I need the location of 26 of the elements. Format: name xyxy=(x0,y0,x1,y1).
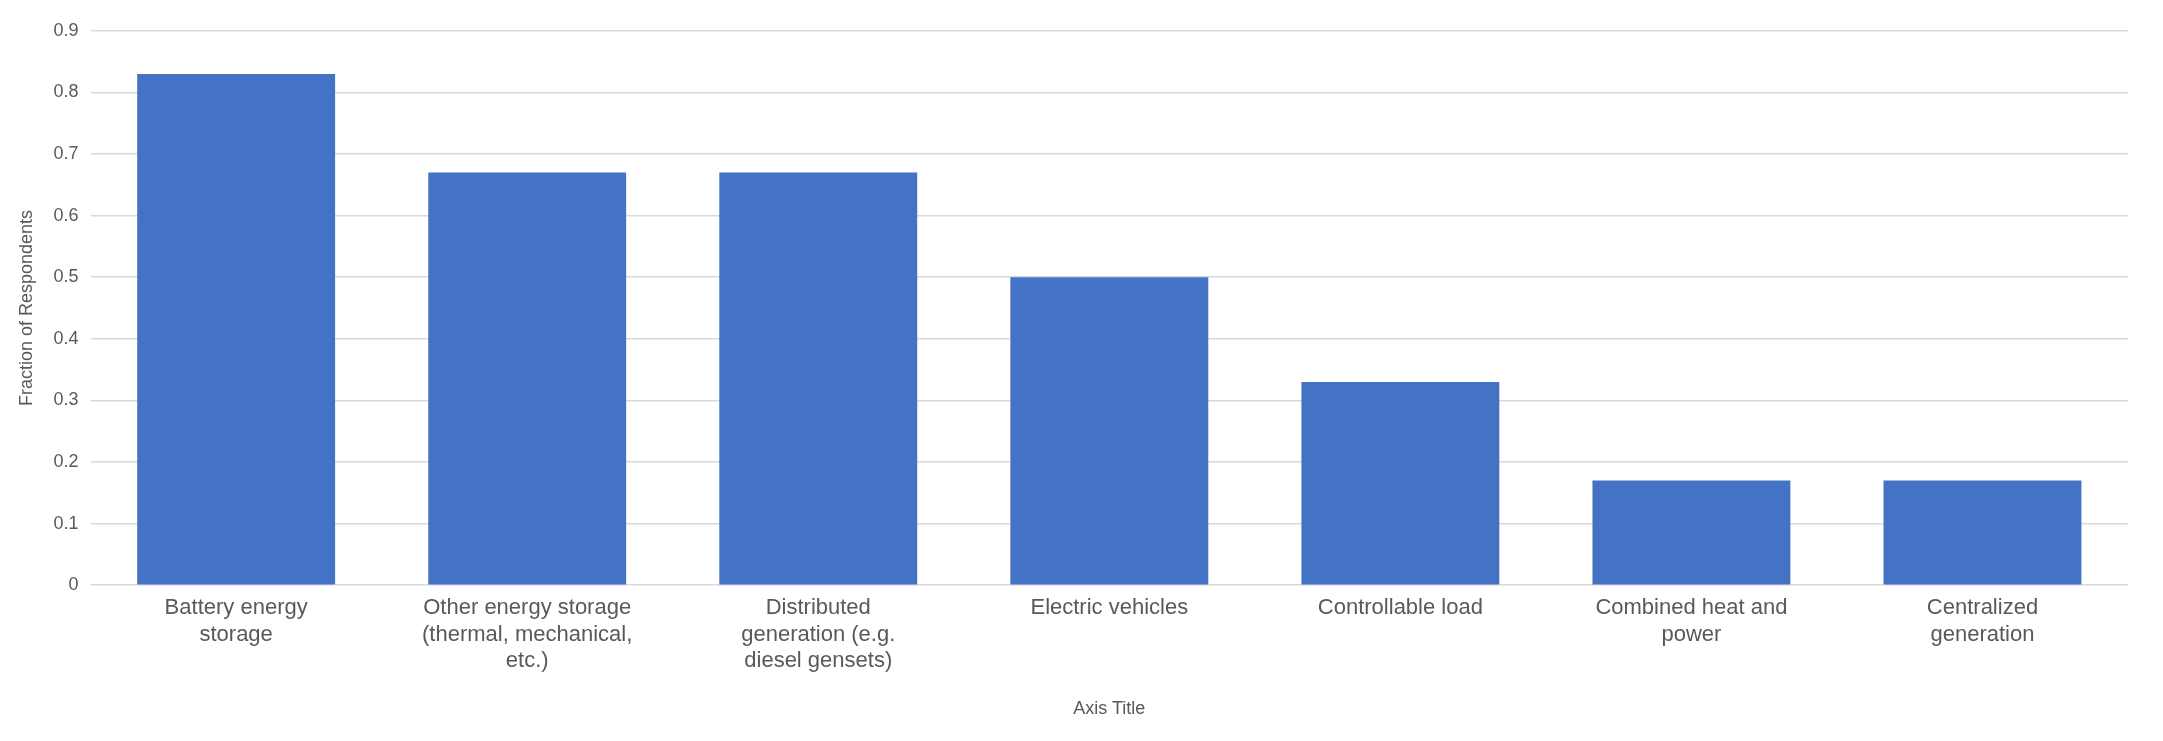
x-tick-label: Controllable load xyxy=(1317,594,1483,620)
bar xyxy=(1592,480,1791,585)
y-tick-label: 0.9 xyxy=(53,19,79,40)
x-tick-label: Electric vehicles xyxy=(1030,594,1189,620)
y-tick-label: 0.2 xyxy=(53,450,79,471)
y-tick-label: 0.8 xyxy=(53,81,79,102)
y-tick-label: 0.5 xyxy=(53,266,79,287)
y-tick-label: 0.6 xyxy=(53,204,79,225)
bar xyxy=(1883,480,2082,585)
x-tick-label: Battery energy storage xyxy=(164,594,308,646)
bar xyxy=(428,172,627,585)
y-tick-label: 0.3 xyxy=(53,389,79,410)
bar xyxy=(719,172,918,585)
x-tick-label: Other energy storage (thermal, mechanical, etc.) xyxy=(422,594,633,673)
x-axis-title: Axis Title xyxy=(1073,698,1146,719)
x-tick-label: Centralized generation xyxy=(1926,594,2039,646)
x-tick-label: Distributed generation (e.g. diesel gensets) xyxy=(741,594,896,673)
bar xyxy=(137,73,336,585)
y-tick-label: 0.7 xyxy=(53,142,79,163)
y-tick-label: 0 xyxy=(68,574,79,595)
y-axis-title: Fraction of Respondents xyxy=(15,209,36,407)
y-tick-label: 0.1 xyxy=(53,512,79,533)
bar xyxy=(1010,277,1209,585)
x-tick-label: Combined heat and power xyxy=(1595,594,1788,646)
y-tick-label: 0.4 xyxy=(53,327,79,348)
bar xyxy=(1301,381,1500,585)
